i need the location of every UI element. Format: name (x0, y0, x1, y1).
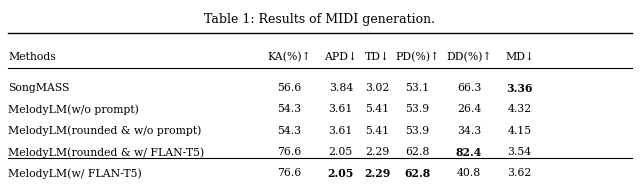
Text: 3.61: 3.61 (328, 126, 353, 136)
Text: 5.41: 5.41 (365, 104, 390, 114)
Text: 2.05: 2.05 (329, 147, 353, 157)
Text: 53.9: 53.9 (405, 104, 429, 114)
Text: 82.4: 82.4 (456, 147, 483, 158)
Text: 3.61: 3.61 (328, 104, 353, 114)
Text: 76.6: 76.6 (278, 147, 301, 157)
Text: Methods: Methods (8, 52, 56, 62)
Text: 5.41: 5.41 (365, 126, 390, 136)
Text: MelodyLM(w/ FLAN-T5): MelodyLM(w/ FLAN-T5) (8, 168, 142, 179)
Text: 3.36: 3.36 (506, 83, 533, 94)
Text: 40.8: 40.8 (457, 168, 481, 178)
Text: 3.02: 3.02 (365, 83, 390, 93)
Text: Table 1: Results of MIDI generation.: Table 1: Results of MIDI generation. (205, 13, 435, 26)
Text: 54.3: 54.3 (278, 104, 301, 114)
Text: 53.9: 53.9 (405, 126, 429, 136)
Text: 3.62: 3.62 (508, 168, 532, 178)
Text: 26.4: 26.4 (457, 104, 481, 114)
Text: 53.1: 53.1 (405, 83, 429, 93)
Text: 3.54: 3.54 (508, 147, 532, 157)
Text: 62.8: 62.8 (404, 168, 431, 179)
Text: MelodyLM(rounded & w/o prompt): MelodyLM(rounded & w/o prompt) (8, 126, 202, 136)
Text: 66.3: 66.3 (457, 83, 481, 93)
Text: 4.32: 4.32 (508, 104, 532, 114)
Text: TD↓: TD↓ (365, 52, 390, 62)
Text: 3.84: 3.84 (329, 83, 353, 93)
Text: APD↓: APD↓ (324, 52, 357, 62)
Text: 2.29: 2.29 (364, 168, 391, 179)
Text: 62.8: 62.8 (405, 147, 429, 157)
Text: DD(%)↑: DD(%)↑ (446, 52, 492, 62)
Text: MelodyLM(rounded & w/ FLAN-T5): MelodyLM(rounded & w/ FLAN-T5) (8, 147, 205, 158)
Text: MelodyLM(w/o prompt): MelodyLM(w/o prompt) (8, 104, 139, 115)
Text: 76.6: 76.6 (278, 168, 301, 178)
Text: SongMASS: SongMASS (8, 83, 70, 93)
Text: 2.05: 2.05 (328, 168, 354, 179)
Text: PD(%)↑: PD(%)↑ (395, 52, 440, 62)
Text: 54.3: 54.3 (278, 126, 301, 136)
Text: 56.6: 56.6 (278, 83, 301, 93)
Text: MD↓: MD↓ (505, 52, 534, 62)
Text: 34.3: 34.3 (457, 126, 481, 136)
Text: 2.29: 2.29 (365, 147, 390, 157)
Text: KA(%)↑: KA(%)↑ (268, 52, 312, 62)
Text: 4.15: 4.15 (508, 126, 532, 136)
